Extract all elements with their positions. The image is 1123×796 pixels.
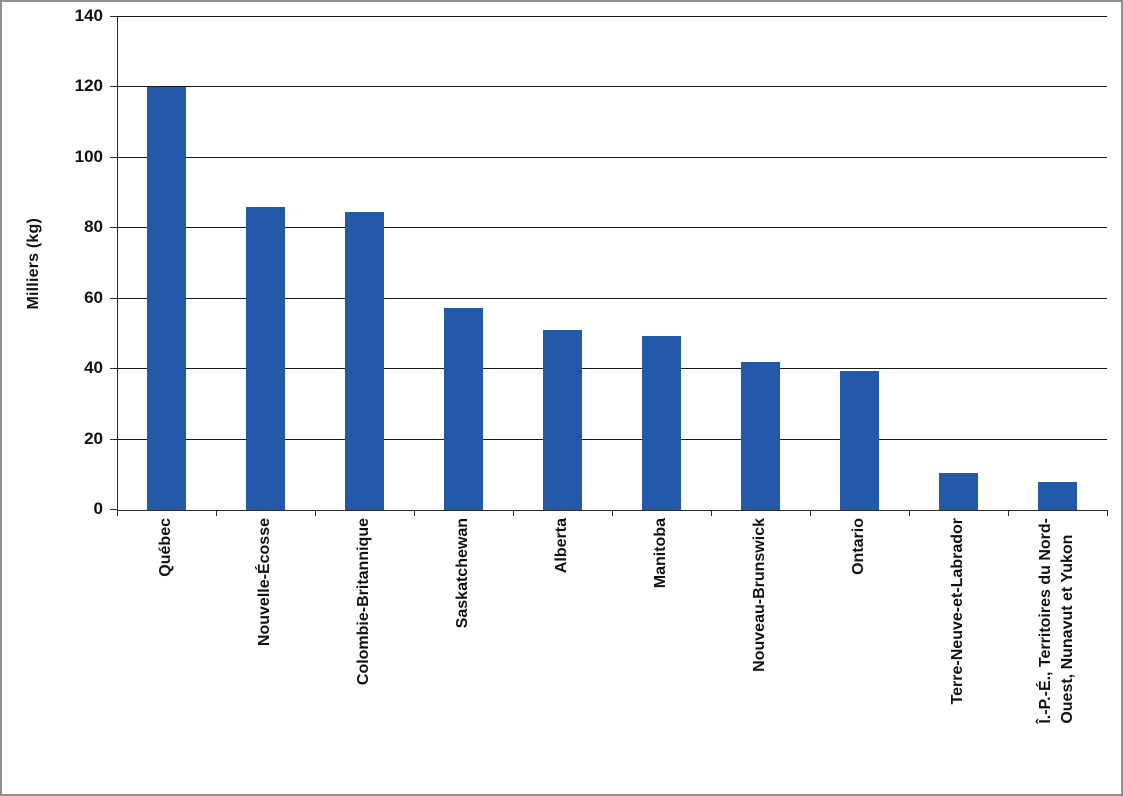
y-axis-tick bbox=[110, 86, 117, 87]
x-category-label-text: Nouveau-Brunswick bbox=[751, 518, 769, 672]
y-tick-label: 0 bbox=[93, 499, 103, 518]
y-tick-label: 20 bbox=[84, 429, 103, 448]
x-category-label: Î.-P.-É., Territoires du Nord- Ouest, Nu… bbox=[1008, 518, 1107, 794]
x-category-label-text: Ontario bbox=[850, 518, 868, 575]
y-tick-label: 140 bbox=[74, 6, 103, 25]
x-category-label: Manitoba bbox=[612, 518, 711, 794]
x-axis-tick bbox=[315, 510, 316, 516]
x-axis-tick bbox=[1008, 510, 1009, 516]
gridline bbox=[117, 439, 1107, 440]
bar bbox=[345, 212, 384, 510]
bar bbox=[840, 371, 879, 510]
y-axis-tick bbox=[110, 368, 117, 369]
x-category-label: Terre-Neuve-et-Labrador bbox=[909, 518, 1008, 794]
x-axis-tick bbox=[414, 510, 415, 516]
bar bbox=[543, 330, 582, 510]
x-category-label: Alberta bbox=[513, 518, 612, 794]
x-category-label: Québec bbox=[117, 518, 216, 794]
y-tick-label: 80 bbox=[84, 217, 103, 236]
y-axis-tick bbox=[110, 16, 117, 17]
x-category-label: Ontario bbox=[810, 518, 909, 794]
bar bbox=[642, 336, 681, 510]
x-category-label-text: Saskatchewan bbox=[454, 518, 472, 629]
gridline bbox=[117, 368, 1107, 369]
x-axis-tick bbox=[711, 510, 712, 516]
x-category-label-text: Nouvelle-Écosse bbox=[256, 518, 274, 647]
gridline bbox=[117, 227, 1107, 228]
y-axis-tick bbox=[110, 227, 117, 228]
x-category-label: Saskatchewan bbox=[414, 518, 513, 794]
x-category-label: Colombie-Britannique bbox=[315, 518, 414, 794]
x-axis-tick bbox=[612, 510, 613, 516]
x-category-label-text: Alberta bbox=[553, 518, 571, 574]
bar bbox=[1038, 482, 1077, 510]
y-tick-label: 120 bbox=[74, 76, 103, 95]
x-category-label: Nouvelle-Écosse bbox=[216, 518, 315, 794]
x-axis-tick bbox=[216, 510, 217, 516]
x-axis-tick bbox=[1107, 510, 1108, 516]
gridline bbox=[117, 16, 1107, 17]
bar bbox=[147, 87, 186, 510]
y-axis-line bbox=[117, 17, 118, 510]
x-axis-tick bbox=[810, 510, 811, 516]
y-axis-tick bbox=[110, 298, 117, 299]
y-tick-label: 40 bbox=[84, 358, 103, 377]
x-axis-tick bbox=[117, 510, 118, 516]
x-axis-tick bbox=[909, 510, 910, 516]
gridline bbox=[117, 157, 1107, 158]
bar bbox=[246, 207, 285, 510]
x-axis-tick bbox=[513, 510, 514, 516]
gridline bbox=[117, 86, 1107, 87]
bar bbox=[444, 308, 483, 510]
gridline bbox=[117, 298, 1107, 299]
x-category-label-text: Manitoba bbox=[652, 518, 670, 589]
y-axis-tick bbox=[110, 157, 117, 158]
bar bbox=[741, 362, 780, 510]
y-tick-label: 100 bbox=[74, 147, 103, 166]
y-axis-tick bbox=[110, 509, 117, 510]
x-category-label-text: Colombie-Britannique bbox=[355, 518, 373, 686]
x-category-label-text: Terre-Neuve-et-Labrador bbox=[949, 518, 967, 705]
x-category-label: Nouveau-Brunswick bbox=[711, 518, 810, 794]
bar bbox=[939, 473, 978, 510]
y-tick-label: 60 bbox=[84, 288, 103, 307]
x-category-label-text: Québec bbox=[157, 518, 175, 577]
x-category-label-text: Î.-P.-É., Territoires du Nord- Ouest, Nu… bbox=[1037, 518, 1077, 724]
y-axis-tick bbox=[110, 439, 117, 440]
